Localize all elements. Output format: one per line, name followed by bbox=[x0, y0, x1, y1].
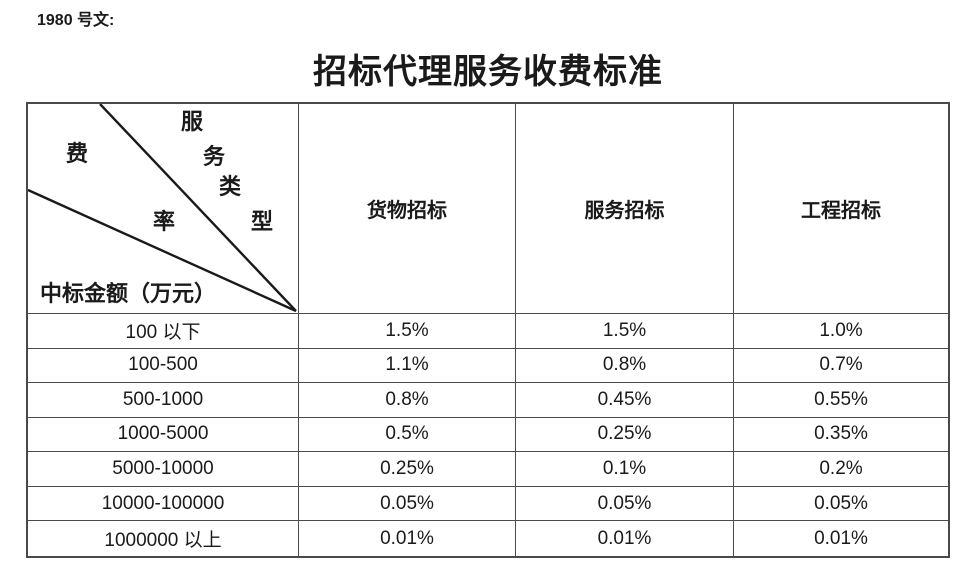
column-header-service-tender: 服务招标 bbox=[516, 104, 734, 314]
rate-cell: 0.55% bbox=[734, 383, 948, 418]
table-corner-cell: 服 务 类 型 费 率 中标金额（万元） bbox=[28, 104, 299, 314]
rate-cell: 0.8% bbox=[516, 348, 734, 384]
rate-cell: 0.01% bbox=[814, 527, 868, 549]
corner-column-axis-char: 服 bbox=[180, 109, 203, 135]
row-amount-label: 100 以下 bbox=[28, 314, 299, 349]
rate-cell: 0.05% bbox=[734, 487, 948, 522]
corner-column-axis-char: 型 bbox=[250, 209, 273, 235]
column-header-goods-tender: 货物招标 bbox=[299, 104, 516, 314]
document-number: 1980 号文: bbox=[37, 12, 115, 29]
row-amount-label: 10000-100000 bbox=[28, 486, 299, 522]
corner-column-axis-char: 类 bbox=[218, 174, 241, 200]
diagonal-split-lines bbox=[28, 104, 297, 313]
rate-cell: 0.25% bbox=[299, 452, 516, 487]
rate-cell: 1.5% bbox=[516, 314, 734, 349]
rate-cell: 1.0% bbox=[734, 314, 948, 349]
rate-cell: 0.01% bbox=[516, 521, 734, 556]
rate-cell: 1.5% bbox=[299, 314, 516, 349]
row-amount-label: 500-1000 bbox=[28, 383, 299, 418]
corner-value-char: 率 bbox=[152, 209, 175, 235]
fee-standard-table: 服 务 类 型 费 率 中标金额（万元） 货物招标 服务招标 工程招标 100 … bbox=[26, 102, 950, 558]
page-title: 招标代理服务收费标准 bbox=[313, 52, 663, 92]
column-header-engineering-tender: 工程招标 bbox=[734, 104, 948, 314]
rate-cell: 0.8% bbox=[299, 383, 516, 418]
rate-cell: 0.25% bbox=[516, 417, 734, 453]
rate-cell: 0.45% bbox=[516, 383, 734, 418]
rate-cell: 0.1% bbox=[516, 452, 734, 487]
rate-cell: 0.5% bbox=[299, 417, 516, 453]
rate-cell: 0.7% bbox=[734, 349, 948, 384]
rate-cell: 0.05% bbox=[299, 486, 516, 522]
rate-cell: 0.35% bbox=[734, 418, 948, 453]
rate-cell: 0.05% bbox=[516, 486, 734, 522]
row-amount-label: 5000-10000 bbox=[28, 452, 299, 487]
corner-row-axis-label: 中标金额（万元） bbox=[40, 281, 217, 307]
row-amount-label: 1000-5000 bbox=[28, 417, 299, 453]
corner-column-axis-char: 务 bbox=[202, 144, 225, 170]
rate-cell: 0.2% bbox=[734, 452, 948, 487]
row-amount-label: 1000000 以上 bbox=[28, 521, 299, 556]
corner-value-char: 费 bbox=[65, 141, 88, 167]
row-amount-label: 100-500 bbox=[28, 348, 299, 384]
rate-cell: 0.01% bbox=[299, 521, 516, 556]
rate-cell: 1.1% bbox=[299, 348, 516, 384]
